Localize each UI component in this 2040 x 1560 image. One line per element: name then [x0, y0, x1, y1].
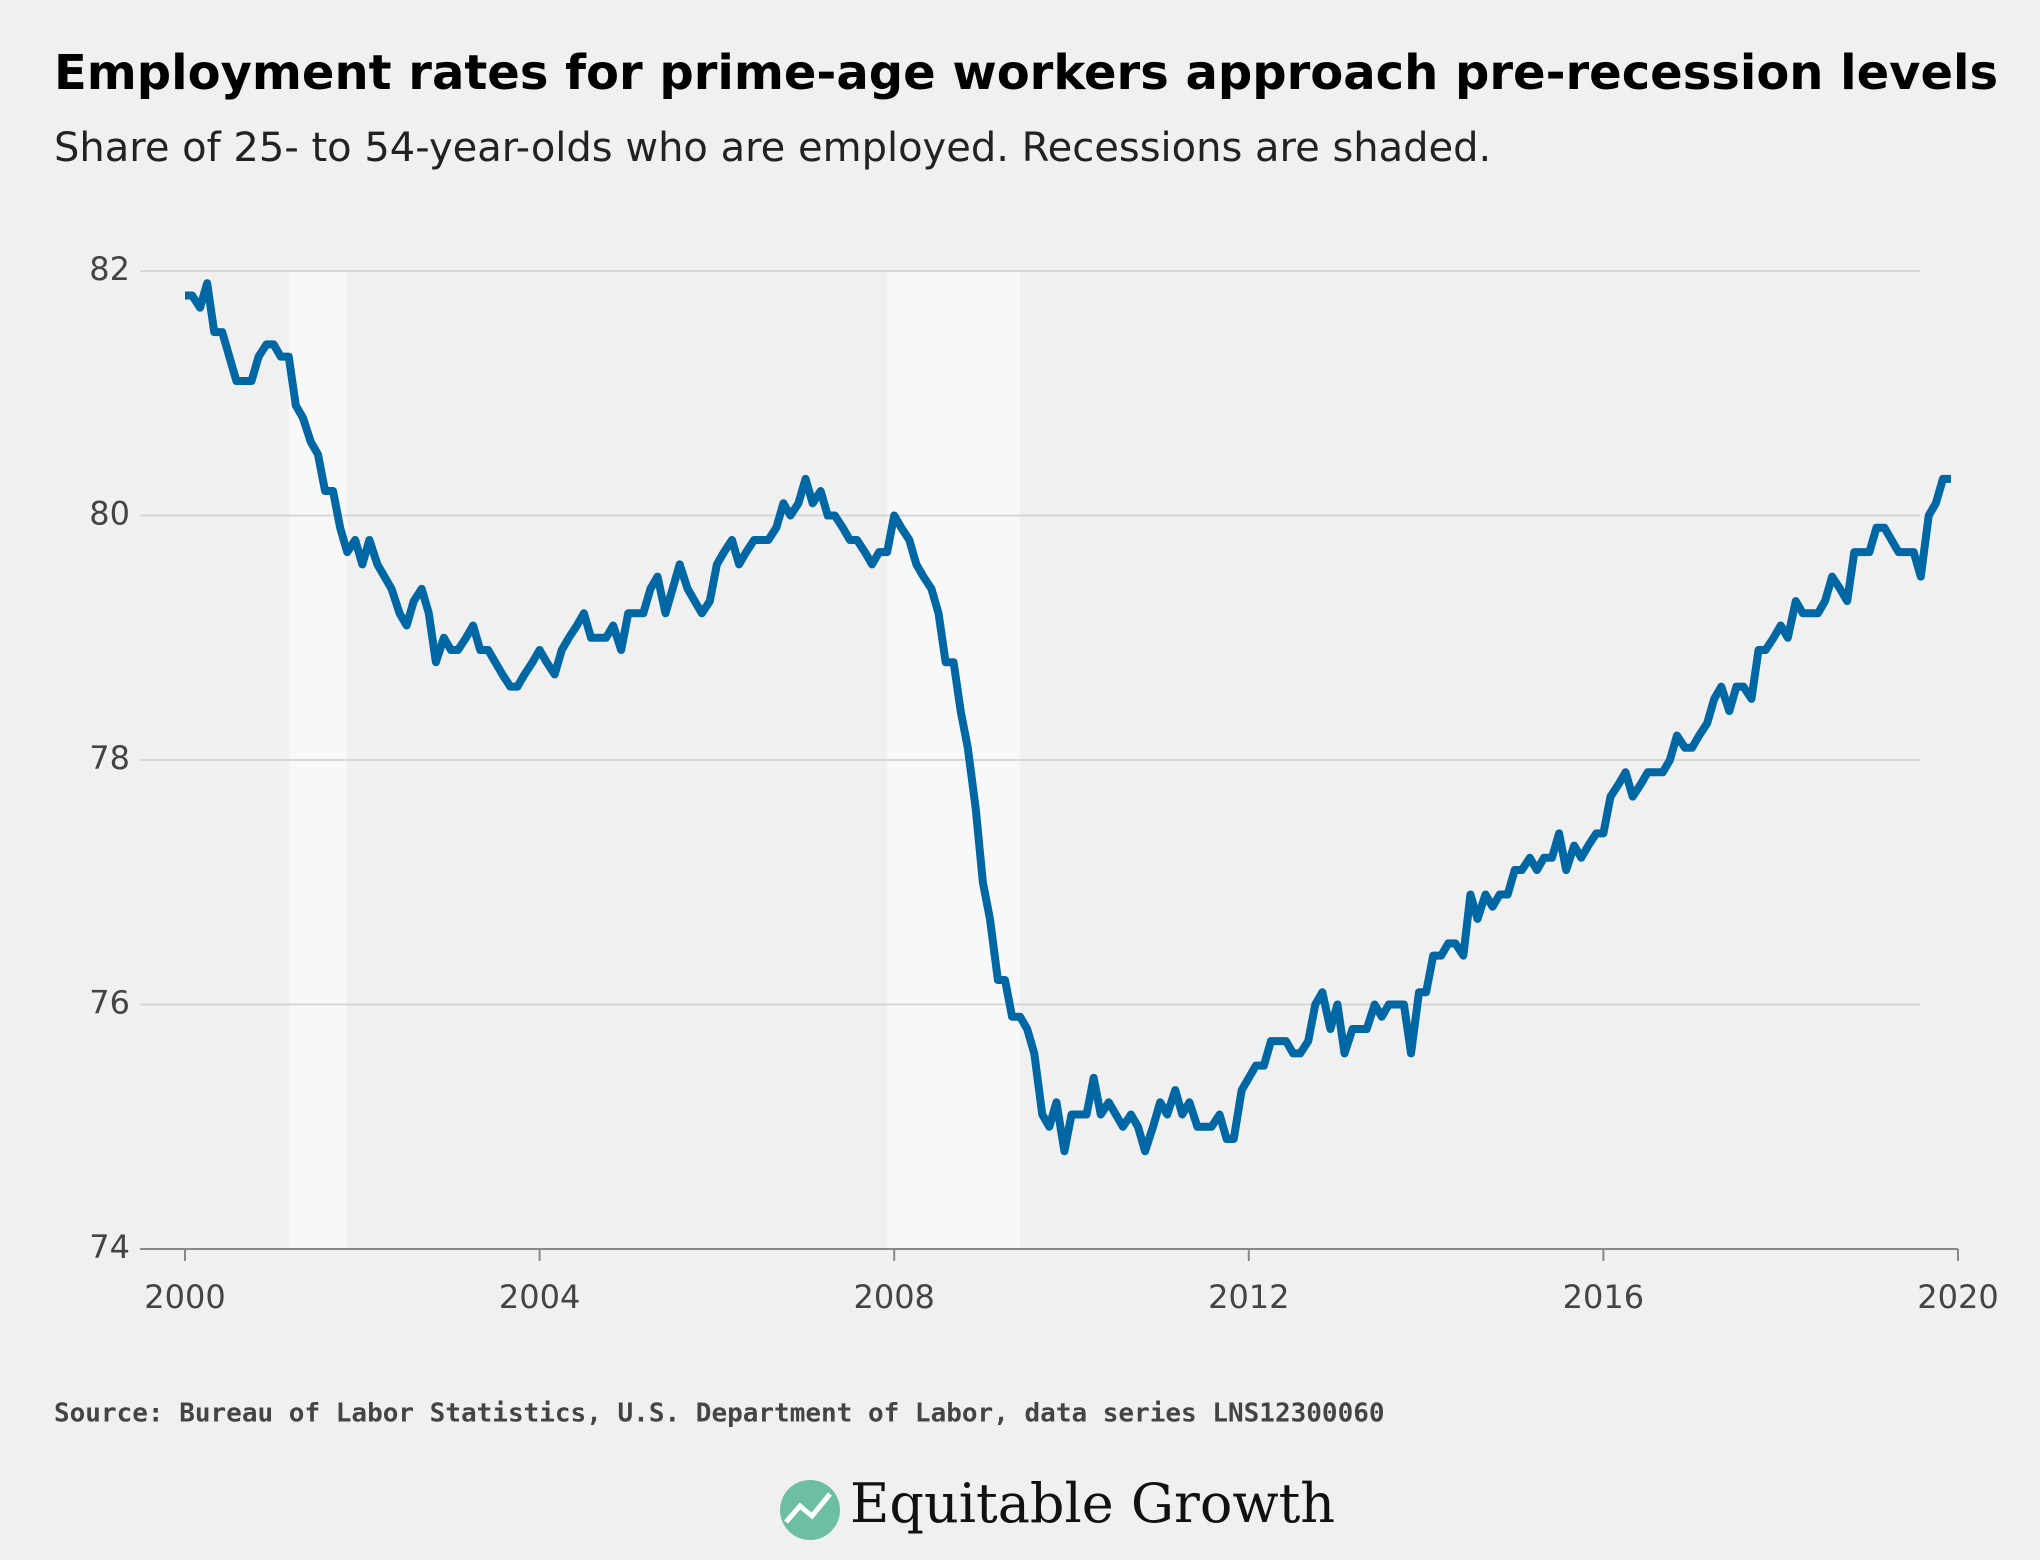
- logo-icon: [780, 1480, 840, 1540]
- source: Source: Bureau of Labor Statistics, U.S.…: [54, 1399, 1385, 1429]
- line: [185, 279, 1951, 1156]
- x-tick-label: 2012: [1208, 1278, 1289, 1316]
- y-tick-label: 80: [89, 495, 130, 533]
- chart-title: Employment rates for prime-age workers a…: [54, 45, 1998, 101]
- x-tick-label: 2004: [499, 1278, 580, 1316]
- x-tick-label: 2000: [144, 1278, 225, 1316]
- y-tick-label: 74: [89, 1228, 130, 1266]
- chart-subtitle: Share of 25- to 54-year-olds who are emp…: [54, 125, 1491, 171]
- x-tick-label: 2008: [853, 1278, 934, 1316]
- x-tick-label: 2020: [1917, 1278, 1998, 1316]
- y-tick-label: 78: [89, 739, 130, 777]
- y-tick-label: 82: [89, 250, 130, 288]
- logo-text: Equitable Growth: [850, 1472, 1335, 1535]
- x-tick-label: 2016: [1563, 1278, 1644, 1316]
- y-tick-label: 76: [89, 984, 130, 1022]
